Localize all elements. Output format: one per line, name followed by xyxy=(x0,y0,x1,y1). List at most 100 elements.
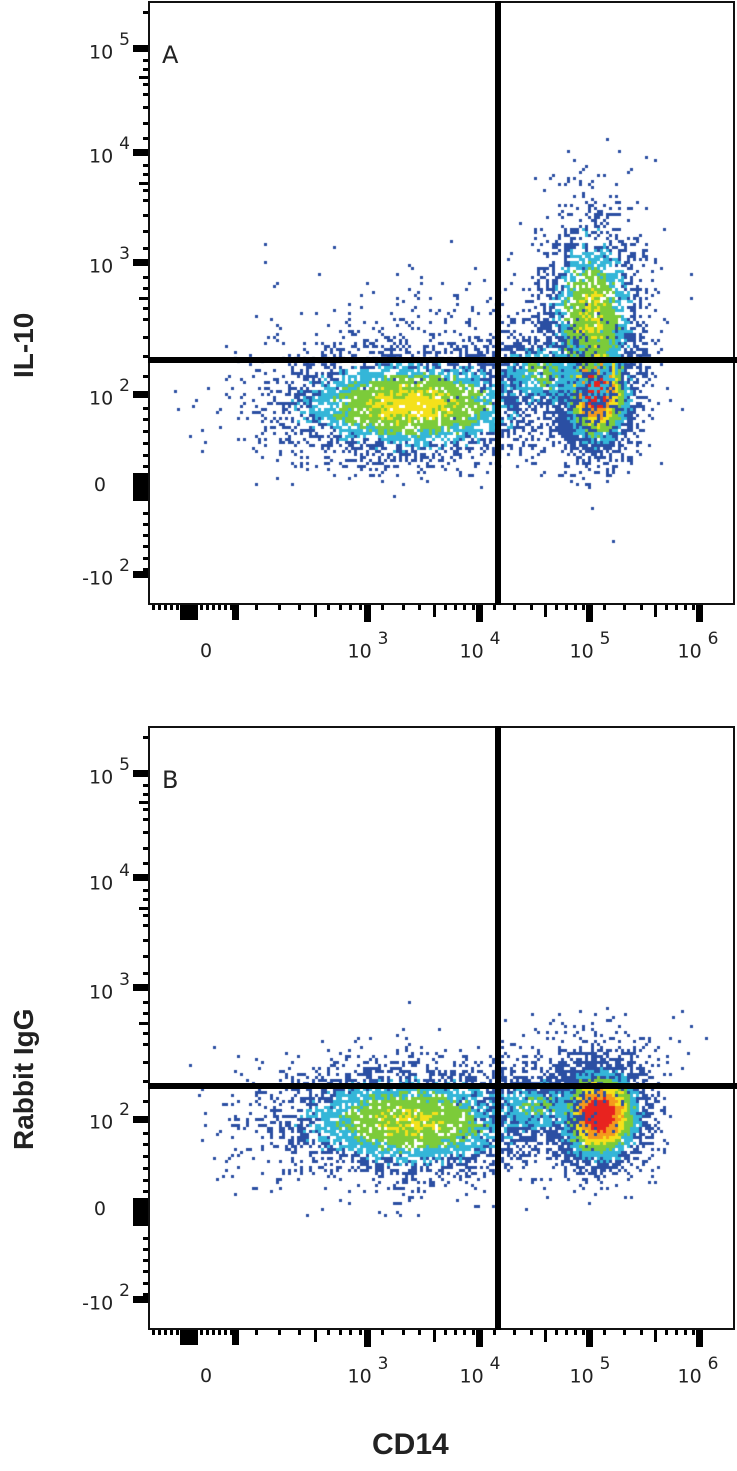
tick-mark xyxy=(348,1330,352,1335)
tick-mark xyxy=(143,11,148,14)
tick-mark xyxy=(143,335,148,339)
scatter-points-b xyxy=(150,728,733,1328)
tick-mark xyxy=(133,1116,148,1123)
tick-mark xyxy=(586,605,593,622)
quadrant-gate-vertical-a[interactable] xyxy=(495,1,501,605)
tick-mark xyxy=(236,605,239,610)
tick-mark xyxy=(188,605,191,610)
tick-mark xyxy=(188,1330,191,1335)
tick-mark xyxy=(143,534,148,538)
x-tick-label: 106 xyxy=(677,1354,719,1388)
tick-mark xyxy=(224,605,227,610)
tick-mark xyxy=(176,1330,179,1335)
tick-mark xyxy=(297,605,301,610)
tick-mark xyxy=(224,1330,227,1335)
quadrant-gate-horizontal-a[interactable] xyxy=(148,357,737,363)
tick-mark xyxy=(278,605,282,610)
x-tick-label: 105 xyxy=(569,1354,611,1388)
panel-letter-b: B xyxy=(162,766,179,794)
tick-mark xyxy=(176,605,179,610)
tick-mark xyxy=(143,1143,148,1147)
tick-mark xyxy=(432,1330,436,1342)
tick-mark xyxy=(170,1330,173,1335)
tick-mark xyxy=(143,792,148,796)
tick-mark xyxy=(158,605,161,610)
tick-mark xyxy=(143,1001,148,1005)
tick-mark xyxy=(143,137,148,141)
tick-mark xyxy=(143,846,148,850)
tick-mark xyxy=(683,605,687,610)
tick-mark xyxy=(401,605,405,610)
tick-mark xyxy=(143,1178,148,1182)
tick-mark xyxy=(143,1060,148,1064)
tick-mark xyxy=(143,92,148,96)
tick-mark xyxy=(359,605,363,610)
tick-mark xyxy=(297,1330,301,1335)
tick-mark xyxy=(653,605,657,617)
quadrant-gate-vertical-b[interactable] xyxy=(495,726,501,1330)
quadrant-gate-horizontal-b[interactable] xyxy=(148,1083,737,1089)
tick-mark xyxy=(194,1330,197,1335)
tick-mark xyxy=(143,1270,148,1274)
tick-mark xyxy=(139,76,148,80)
tick-mark xyxy=(143,441,148,445)
plot-panel-a: A xyxy=(148,1,737,605)
tick-mark xyxy=(603,1330,607,1335)
tick-mark xyxy=(143,736,148,739)
tick-mark xyxy=(206,1330,209,1335)
tick-mark xyxy=(143,1166,148,1170)
x-tick-label: 104 xyxy=(459,1354,501,1388)
tick-mark xyxy=(401,1330,405,1335)
tick-mark xyxy=(158,1330,161,1335)
tick-mark xyxy=(255,1330,259,1335)
y-tick-label: 102 xyxy=(88,376,130,410)
tick-mark xyxy=(314,605,318,617)
tick-mark xyxy=(255,605,259,610)
tick-mark xyxy=(472,605,476,610)
tick-mark xyxy=(564,605,568,610)
tick-mark xyxy=(476,1330,483,1347)
tick-mark xyxy=(143,831,148,835)
tick-mark xyxy=(463,1330,467,1335)
tick-mark xyxy=(143,808,148,812)
tick-mark xyxy=(143,897,148,901)
tick-mark xyxy=(143,1292,148,1296)
tick-mark xyxy=(529,605,533,610)
tick-mark xyxy=(143,1131,148,1135)
tick-mark xyxy=(139,297,148,301)
tick-mark xyxy=(143,375,148,379)
tick-mark xyxy=(143,1031,148,1035)
tick-mark xyxy=(314,1330,318,1342)
tick-mark xyxy=(348,605,352,610)
tick-mark xyxy=(143,1281,148,1285)
tick-mark xyxy=(164,605,167,610)
tick-mark xyxy=(143,59,148,63)
tick-mark xyxy=(143,1248,148,1252)
tick-mark xyxy=(664,1330,668,1335)
tick-mark xyxy=(133,259,148,266)
tick-mark xyxy=(692,605,696,610)
tick-mark xyxy=(133,45,148,52)
tick-mark xyxy=(133,149,148,156)
tick-mark xyxy=(139,181,148,185)
tick-mark xyxy=(381,605,385,610)
tick-mark xyxy=(454,605,458,610)
tick-mark xyxy=(623,1330,626,1335)
x-tick-label: 0 xyxy=(199,1365,213,1387)
tick-mark xyxy=(696,1330,703,1347)
y-axis-title-b: Rabbit IgG xyxy=(8,1008,39,1150)
tick-mark xyxy=(212,605,215,610)
tick-mark xyxy=(674,605,678,610)
y-tick-label: -102 xyxy=(82,556,130,590)
tick-mark xyxy=(143,465,148,469)
scatter-points-a xyxy=(150,3,733,603)
tick-mark xyxy=(206,605,209,610)
tick-mark xyxy=(454,1330,458,1335)
tick-mark xyxy=(554,1330,558,1335)
tick-mark xyxy=(493,1330,497,1335)
tick-mark xyxy=(139,906,148,910)
tick-mark xyxy=(472,1330,476,1335)
tick-mark xyxy=(170,605,173,610)
tick-mark xyxy=(143,246,148,250)
tick-mark xyxy=(133,473,148,501)
